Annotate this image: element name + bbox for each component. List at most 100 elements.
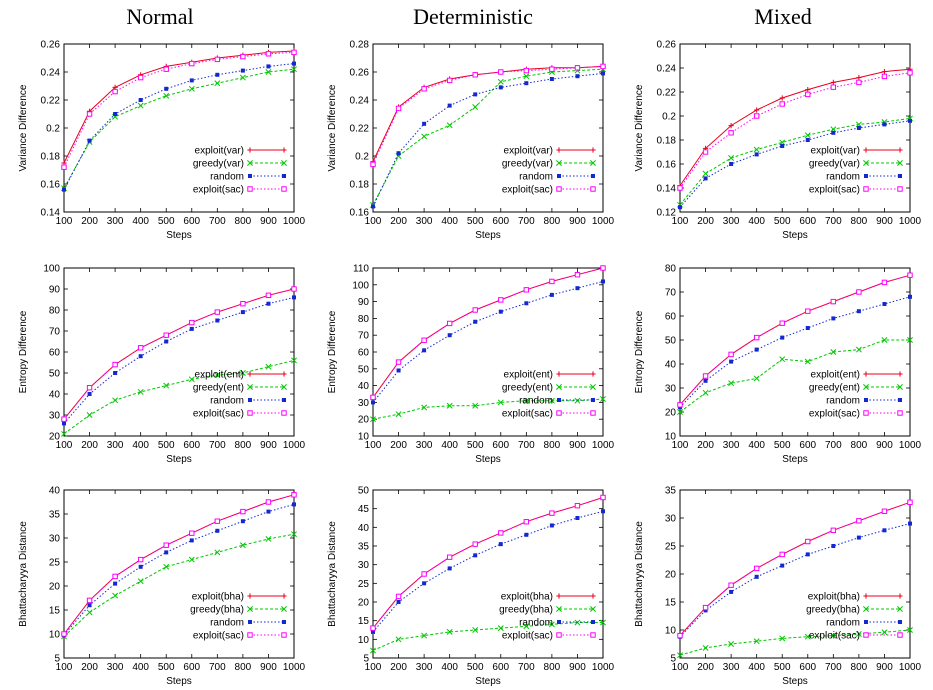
- y-tick-label: 20: [665, 570, 677, 581]
- legend-marker: [557, 398, 561, 402]
- legend-marker: [282, 398, 286, 402]
- data-point: [188, 85, 195, 92]
- data-point: [188, 556, 195, 563]
- data-point: [113, 371, 118, 375]
- y-tick-label: 60: [49, 348, 61, 359]
- data-point: [446, 554, 453, 560]
- data-point: [266, 509, 271, 514]
- legend-marker: [898, 620, 902, 624]
- data-point: [112, 88, 118, 95]
- data-point: [422, 348, 427, 353]
- data-point: [523, 67, 530, 74]
- y-tick-label: 60: [358, 348, 370, 359]
- legend-marker: [557, 620, 561, 624]
- y-tick-label: 15: [358, 616, 370, 627]
- data-point: [265, 292, 272, 299]
- data-point: [291, 66, 297, 73]
- data-point: [601, 279, 605, 284]
- series-line: [63, 68, 295, 189]
- x-tick-label: 300: [416, 440, 433, 451]
- legend-label: greedy(bha): [806, 605, 860, 616]
- series-line: [63, 503, 295, 636]
- data-point: [830, 527, 837, 534]
- x-axis-label: Steps: [166, 454, 192, 465]
- y-tick-label: 40: [358, 381, 370, 392]
- data-point: [678, 205, 682, 210]
- data-point: [830, 79, 836, 85]
- data-point: [908, 294, 912, 299]
- legend-marker: [281, 160, 287, 166]
- data-point: [779, 356, 786, 363]
- data-point: [729, 589, 734, 594]
- legend-marker: [282, 174, 286, 178]
- data-point: [239, 370, 246, 376]
- data-point: [138, 98, 143, 102]
- x-tick-label: 200: [390, 216, 407, 227]
- data-point: [830, 298, 837, 305]
- legend-marker: [248, 174, 252, 178]
- data-point: [396, 368, 401, 373]
- y-tick-label: 0.28: [350, 40, 370, 51]
- data-point: [163, 66, 169, 72]
- data-point: [497, 78, 504, 85]
- data-point: [780, 563, 785, 568]
- y-tick-label: 25: [49, 558, 61, 569]
- x-tick-label: 200: [390, 662, 407, 673]
- legend-label: greedy(bha): [190, 605, 244, 616]
- series-line: [372, 72, 604, 207]
- legend-marker: [556, 147, 562, 153]
- data-point: [396, 151, 401, 156]
- data-point: [881, 337, 888, 343]
- legend-marker: [898, 398, 902, 402]
- y-tick-label: 70: [49, 327, 61, 338]
- y-tick-label: 25: [358, 579, 370, 590]
- legend-label: greedy(var): [809, 159, 860, 170]
- data-point: [240, 301, 246, 307]
- y-tick-label: 30: [358, 560, 370, 571]
- x-tick-label: 900: [569, 216, 586, 227]
- series-line: [372, 267, 604, 398]
- x-tick-label: 700: [518, 440, 535, 451]
- y-tick-label: 70: [665, 288, 677, 299]
- chart-panel-6: 100 200 300 400 500 600 700 800 900 1000 10 20 30 40 5…: [634, 264, 922, 466]
- legend-label: exploit(ent): [504, 370, 553, 381]
- x-tick-label: 1000: [592, 216, 615, 227]
- x-tick-label: 600: [492, 440, 509, 451]
- series-line: [679, 296, 911, 408]
- legend-marker: [897, 186, 903, 192]
- series-line: [63, 494, 295, 635]
- legend-label: exploit(var): [195, 146, 244, 157]
- data-point: [907, 70, 913, 76]
- data-point: [524, 532, 529, 537]
- series-line: [63, 63, 295, 190]
- data-point: [702, 644, 709, 651]
- data-point: [804, 358, 811, 365]
- legend-label: exploit(sac): [502, 409, 553, 420]
- data-point: [189, 60, 195, 67]
- data-point: [831, 544, 836, 548]
- x-tick-label: 200: [697, 662, 714, 673]
- data-point: [447, 103, 452, 108]
- x-tick-label: 1000: [899, 440, 922, 451]
- data-point: [113, 112, 118, 116]
- series-line: [63, 359, 295, 435]
- data-point: [292, 502, 296, 507]
- y-tick-label: 80: [665, 264, 677, 275]
- data-point: [214, 56, 221, 63]
- data-point: [421, 404, 428, 411]
- x-tick-label: 800: [544, 440, 561, 451]
- data-point: [753, 638, 760, 645]
- series-line: [372, 497, 604, 629]
- y-tick-label: 30: [49, 534, 61, 545]
- legend-marker: [247, 384, 253, 390]
- x-tick-label: 600: [799, 216, 816, 227]
- data-point: [881, 69, 888, 75]
- column-title-normal: Normal: [126, 4, 194, 29]
- data-point: [549, 66, 555, 72]
- legend-marker: [590, 410, 596, 416]
- legend-marker: [591, 398, 595, 402]
- y-tick-label: 50: [358, 364, 370, 375]
- legend-label: exploit(sac): [502, 185, 553, 196]
- data-point: [472, 541, 478, 547]
